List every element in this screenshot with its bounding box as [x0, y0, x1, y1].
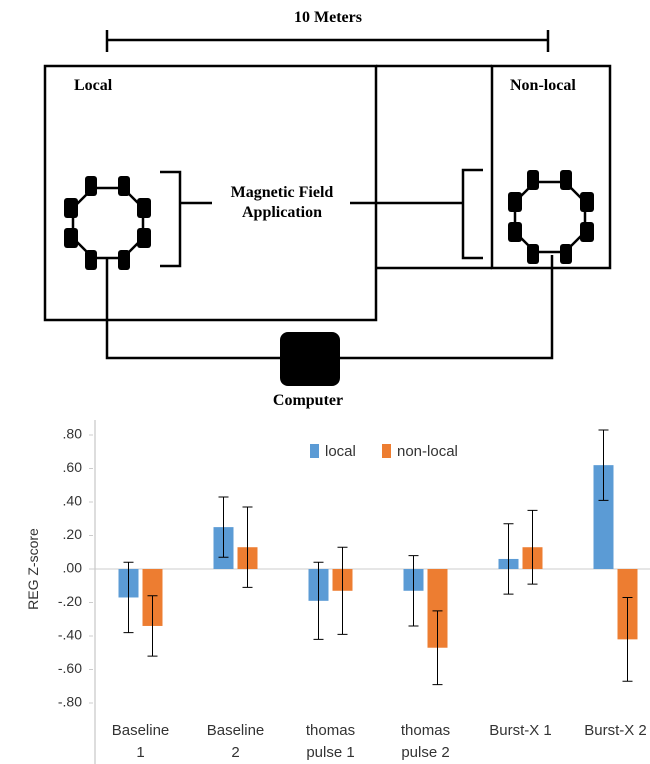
legend-swatch — [310, 444, 319, 458]
y-tick-label: -.40 — [58, 627, 82, 643]
x-tick-label: thomas pulse 1 — [286, 720, 376, 764]
legend-label: non-local — [397, 443, 458, 460]
y-tick-label: .20 — [63, 526, 83, 542]
computer-label: Computer — [273, 392, 343, 409]
y-tick-label: .60 — [63, 459, 83, 475]
y-tick-label: .40 — [63, 493, 83, 509]
x-tick-label: Baseline 2 — [191, 720, 281, 764]
page: {"diagram": {"distance": "10 Meters", "l… — [0, 0, 650, 764]
figure: 10 Meters Local Non-local Computer REG Z… — [0, 0, 650, 764]
legend-swatch — [382, 444, 391, 458]
field-label: Magnetic Field Application — [212, 183, 352, 223]
y-tick-label: -.60 — [58, 660, 82, 676]
nonlocal-label: Non-local — [510, 77, 576, 94]
y-tick-label: .00 — [63, 560, 83, 576]
y-tick-label: -.80 — [58, 694, 82, 710]
distance-label: 10 Meters — [294, 9, 362, 26]
x-tick-label: Burst-X 2 — [571, 720, 650, 742]
local-label: Local — [74, 77, 113, 94]
x-tick-label: Baseline 1 — [96, 720, 186, 764]
x-tick-label: Burst-X 1 — [476, 720, 566, 742]
y-tick-label: .80 — [63, 426, 83, 442]
y-tick-label: -.20 — [58, 593, 82, 609]
legend-label: local — [325, 443, 356, 460]
x-tick-label: thomas pulse 2 — [381, 720, 471, 764]
y-axis-label: REG Z-score — [25, 528, 41, 610]
